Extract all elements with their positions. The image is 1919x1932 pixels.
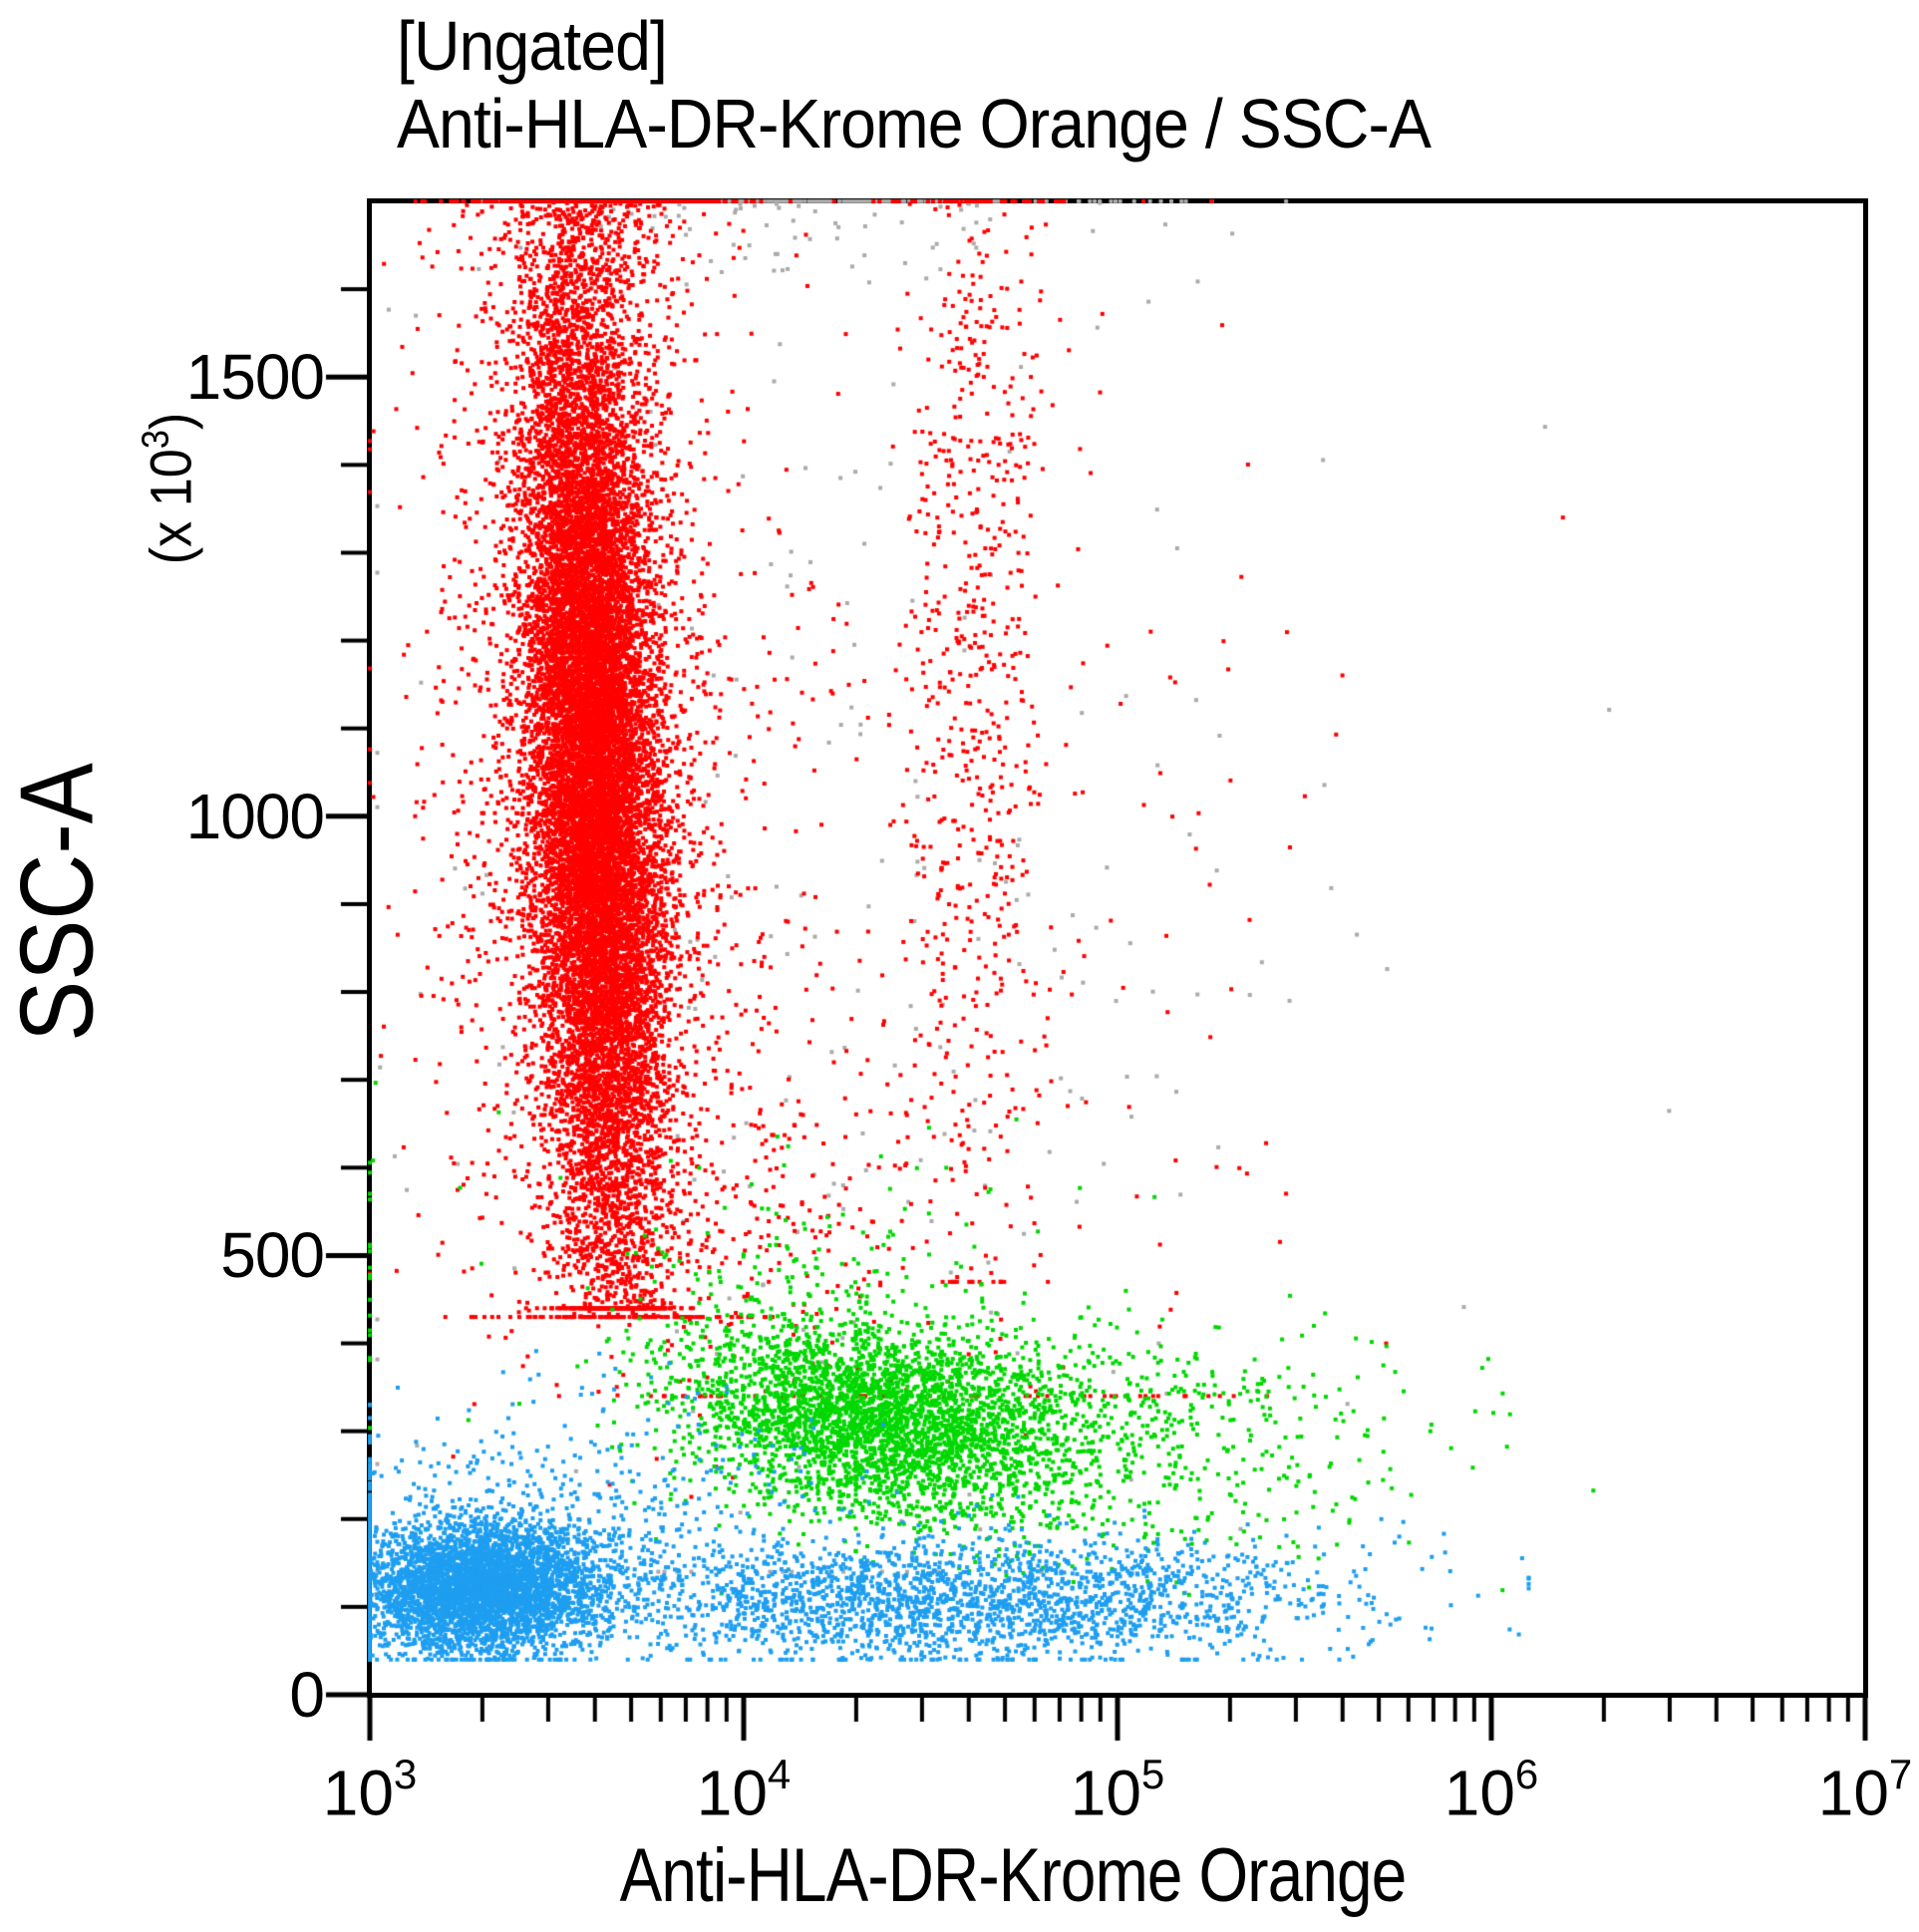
y-tick-label-500: 500 — [220, 1219, 325, 1292]
x-tick-label-10e4: 104 — [696, 1751, 792, 1829]
x-tick-label-10e6: 106 — [1443, 1751, 1539, 1829]
x-tick-label-10e7: 107 — [1817, 1751, 1913, 1829]
x-tick-label-10e3: 103 — [322, 1751, 418, 1829]
y-tick-label-1000: 1000 — [185, 780, 325, 852]
y-tick-label-0: 0 — [289, 1659, 325, 1731]
y-tick-label-1500: 1500 — [185, 341, 325, 414]
x-tick-label-10e5: 105 — [1070, 1751, 1165, 1829]
